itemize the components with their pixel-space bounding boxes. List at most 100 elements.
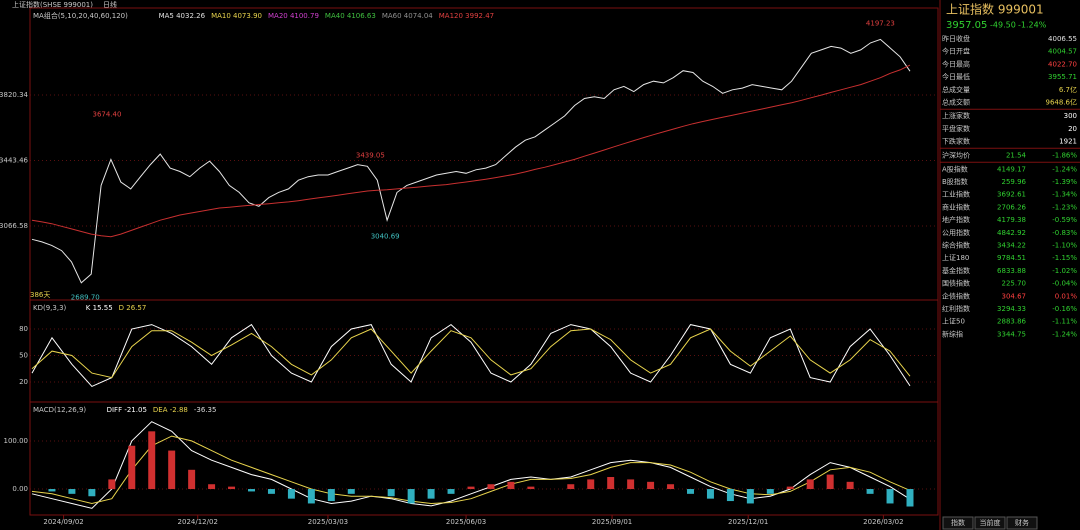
series-label: DIFF -21.05: [107, 406, 147, 414]
row-value: 225.70: [1002, 280, 1027, 288]
tab[interactable]: [1006, 516, 1038, 530]
macd-bar: [347, 489, 355, 494]
row-value: 304.67: [1002, 292, 1027, 300]
macd-bar: [88, 489, 96, 497]
quote-change: -49.50: [990, 21, 1016, 30]
ma-label: MA5 4032.26: [159, 12, 206, 20]
row-value: 3434.22: [997, 242, 1026, 250]
macd-bar: [327, 489, 335, 502]
row-change: -0.83%: [1052, 229, 1077, 237]
row-label: B股指数: [942, 177, 968, 186]
row-label: 综合指数: [942, 241, 970, 250]
series-label: DEA -2.88: [153, 406, 188, 414]
row-change: -1.86%: [1052, 151, 1077, 159]
row-label: 公用指数: [942, 228, 970, 237]
macd-bar: [567, 484, 575, 490]
row-value: 4004.57: [1048, 48, 1077, 56]
row-label: 总成交额: [942, 98, 970, 107]
tab-label[interactable]: 财务: [1015, 518, 1029, 527]
row-label: 上证50: [942, 317, 965, 326]
row-value: 9784.51: [997, 254, 1026, 262]
row-label: 今日最低: [942, 72, 970, 81]
macd-bar: [447, 489, 455, 494]
row-label: A股指数: [942, 164, 968, 173]
row-change: -0.04%: [1052, 280, 1077, 288]
row-value: 9648.6亿: [1046, 98, 1078, 107]
macd-bar: [667, 484, 675, 490]
quote-price: 3957.05: [946, 20, 987, 31]
macd-bar: [906, 489, 914, 507]
row-change: -1.24%: [1052, 330, 1077, 338]
tab-label[interactable]: 当前度: [980, 518, 1001, 527]
macd-bar: [846, 481, 854, 490]
macd-bar: [786, 486, 794, 490]
macd-bar: [487, 484, 495, 490]
chart-frame: [29, 7, 939, 516]
row-label: 昨日收盘: [942, 34, 970, 43]
legend-title: MA组合(5,10,20,40,60,120): [33, 11, 128, 20]
series-line: [31, 328, 911, 379]
row-label: 上证180: [942, 253, 969, 262]
ma-label: MA10 4073.90: [211, 12, 262, 20]
row-value: 1921: [1059, 138, 1077, 146]
macd-bar: [168, 450, 176, 490]
x-tick-label: 2025/12/01: [728, 518, 768, 526]
title: 上证指数(SHSE 999001): [12, 0, 93, 9]
row-change: -1.02%: [1052, 267, 1077, 275]
y-tick-label: 100.00: [4, 437, 29, 445]
row-label: 沪深均价: [942, 150, 970, 159]
macd-bar: [627, 479, 635, 490]
ma-label: MA60 4074.04: [382, 12, 433, 20]
row-value: 6833.88: [997, 267, 1026, 275]
x-tick-label: 2026/03/02: [863, 518, 903, 526]
row-value: 3344.75: [997, 330, 1026, 338]
y-tick-label: 3820.34: [0, 91, 29, 99]
macd-bar: [687, 489, 694, 494]
period[interactable]: 日线: [103, 0, 117, 9]
macd-bar: [128, 445, 136, 490]
tab[interactable]: [974, 516, 1006, 530]
row-value: 259.96: [1002, 178, 1027, 186]
row-change: -1.34%: [1052, 191, 1077, 199]
series-label: K 15.55: [86, 304, 113, 312]
row-label: 国债指数: [942, 279, 970, 288]
row-value: 4842.92: [997, 229, 1026, 237]
macd-bar: [647, 481, 655, 490]
macd-bar: [607, 477, 615, 490]
row-value: 20: [1068, 125, 1077, 133]
macd-bar: [68, 489, 76, 494]
row-value: 4006.55: [1048, 35, 1077, 43]
macd-bar: [826, 474, 834, 490]
macd-bar: [527, 486, 535, 490]
ma-label: MA20 4100.79: [268, 12, 319, 20]
tab-label[interactable]: 指数: [951, 518, 965, 527]
macd-bar: [886, 489, 894, 504]
y-tick-label: 80: [19, 325, 28, 333]
row-value: 4179.38: [997, 216, 1026, 224]
tab[interactable]: [942, 516, 974, 530]
row-change: -1.10%: [1052, 242, 1077, 250]
y-tick-label: 50: [19, 351, 28, 359]
macd-bar: [267, 489, 275, 494]
x-tick-label: 2025/06/03: [446, 518, 486, 526]
row-value: 3955.71: [1048, 73, 1077, 81]
x-tick-label: 2025/03/03: [308, 518, 348, 526]
row-label: 平盘家数: [942, 124, 970, 133]
series-line: [31, 435, 911, 505]
ma-label: MA120 3992.47: [439, 12, 494, 20]
y-tick-label: 20: [19, 378, 28, 386]
macd-bar: [806, 479, 814, 490]
macd-bar: [587, 479, 595, 490]
macd-bar: [407, 489, 415, 504]
macd-bar: [746, 489, 754, 504]
row-change: -1.15%: [1052, 254, 1077, 262]
macd-bar: [208, 484, 216, 490]
price-annotation: 2689.70: [71, 294, 100, 302]
price-annotation: 4197.23: [866, 19, 895, 27]
row-value: 6.7亿: [1059, 85, 1077, 94]
row-label: 新综指: [942, 329, 963, 338]
series-line: [31, 323, 911, 388]
row-label: 商业指数: [942, 202, 970, 211]
row-change: -0.16%: [1052, 305, 1077, 313]
